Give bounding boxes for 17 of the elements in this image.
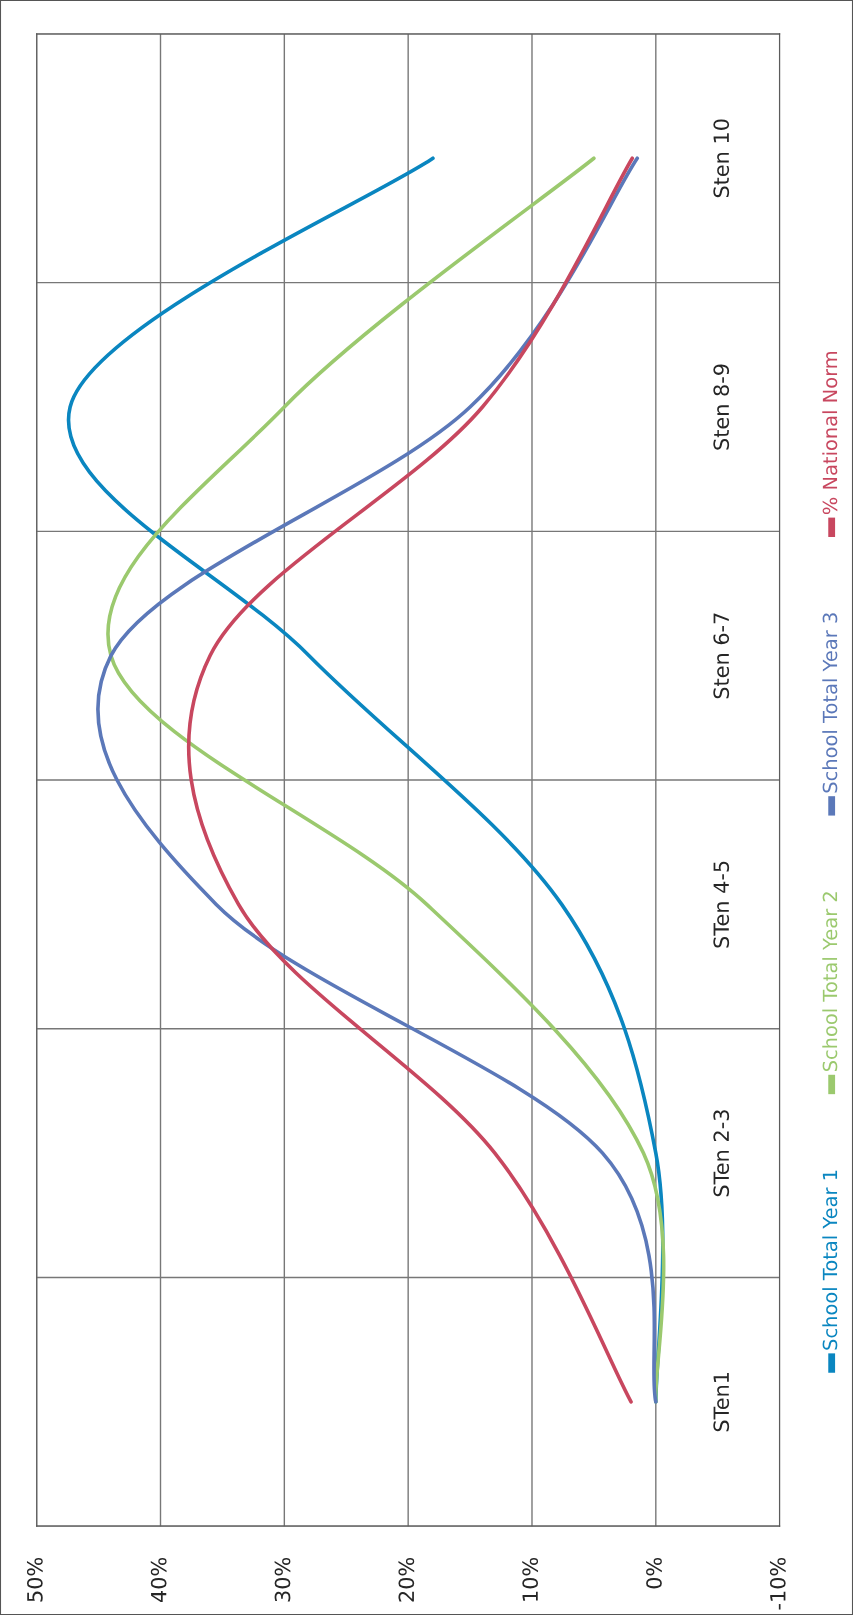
text: School Total Year 2: [822, 892, 838, 1072]
x-tick-label: 50%: [26, 1557, 43, 1602]
x-tick-label: 0%: [646, 1557, 662, 1589]
x-tick-label: -10%: [769, 1557, 786, 1610]
y-tick-label: Sten 8-9: [713, 364, 730, 450]
y-tick-label: STen1: [713, 1372, 730, 1432]
x-tick-label: 30%: [274, 1557, 291, 1602]
y-tick-label: STen 2-3: [713, 1110, 730, 1197]
x-tick-label: 40%: [150, 1557, 167, 1603]
y-tick-label: Sten 6-7: [713, 613, 730, 699]
text: % National Norm: [822, 351, 838, 515]
y-tick-label: STen 4-5: [713, 861, 730, 948]
x-tick-label: 10%: [522, 1557, 539, 1601]
text: School Total Year 3: [822, 613, 838, 793]
y-tick-label: Sten 10: [713, 119, 730, 198]
x-tick-label: 20%: [398, 1557, 415, 1602]
text: School Total Year 1: [822, 1170, 838, 1350]
